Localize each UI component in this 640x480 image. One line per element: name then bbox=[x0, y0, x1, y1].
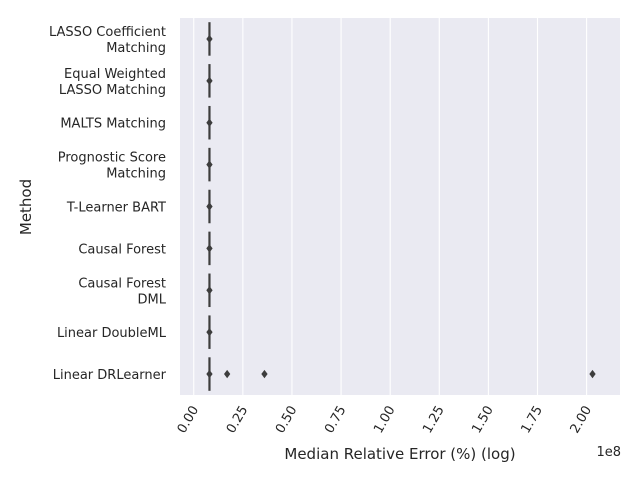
box-flier bbox=[206, 286, 213, 295]
x-tick-label: 1.50 bbox=[469, 404, 496, 437]
x-axis-title: Median Relative Error (%) (log) bbox=[284, 445, 515, 463]
y-tick-label: LASSO Matching bbox=[59, 83, 166, 98]
y-tick-label: Linear DRLearner bbox=[53, 368, 167, 383]
x-tick-label: 0.75 bbox=[322, 404, 349, 437]
x-tick-label: 1.00 bbox=[371, 404, 398, 437]
plot-area bbox=[180, 18, 620, 395]
y-tick-label: Prognostic Score bbox=[58, 151, 166, 166]
y-tick-label: Linear DoubleML bbox=[57, 326, 167, 341]
x-tick-label: 1.75 bbox=[518, 404, 545, 437]
box-flier bbox=[206, 202, 213, 211]
gridlines bbox=[193, 18, 588, 395]
x-tick-labels: 0.00 0.25 0.50 0.75 1.00 1.25 1.50 1.75 2.00 bbox=[175, 404, 595, 437]
outlier-point bbox=[589, 369, 596, 379]
box-marks bbox=[206, 22, 596, 391]
box-flier bbox=[206, 244, 213, 253]
outlier-point bbox=[261, 369, 268, 379]
x-tick-label: 0.50 bbox=[273, 404, 300, 437]
y-tick-label: Equal Weighted bbox=[64, 67, 166, 82]
y-axis-title: Method bbox=[17, 179, 35, 235]
box-flier bbox=[206, 34, 213, 44]
x-tick-label: 2.00 bbox=[568, 404, 595, 437]
x-tick-label: 0.25 bbox=[224, 404, 251, 437]
y-tick-label: MALTS Matching bbox=[60, 117, 166, 132]
y-tick-label: Matching bbox=[106, 41, 166, 56]
x-offset-label: 1e8 bbox=[596, 445, 621, 460]
box-flier bbox=[206, 369, 213, 379]
box-flier bbox=[206, 118, 213, 127]
y-tick-label: T-Learner BART bbox=[66, 201, 166, 216]
x-tick-label: 1.25 bbox=[420, 404, 447, 437]
box-flier bbox=[206, 160, 213, 169]
y-tick-label: LASSO Coefficient bbox=[49, 25, 166, 40]
y-tick-label: DML bbox=[138, 292, 167, 307]
outlier-point bbox=[223, 369, 231, 379]
y-tick-label: Causal Forest bbox=[78, 276, 166, 291]
box-flier bbox=[206, 327, 213, 337]
y-tick-label: Causal Forest bbox=[78, 242, 166, 257]
y-tick-label: Matching bbox=[106, 167, 166, 182]
box-flier bbox=[206, 76, 213, 86]
x-tick-label: 0.00 bbox=[175, 404, 202, 437]
